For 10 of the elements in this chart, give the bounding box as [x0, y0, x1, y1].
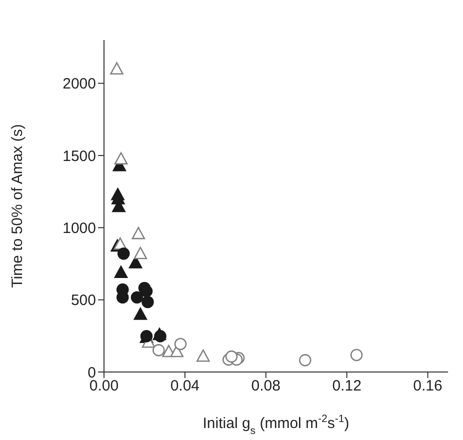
x-axis-title: Initial g$_{s}$ (mmol m$^{-2}$s$^{-1}$) — [202, 413, 350, 437]
x-tick-label: 0.16 — [413, 378, 442, 395]
x-tick-label: 0.04 — [170, 378, 200, 395]
y-tick-label: 2000 — [62, 76, 96, 93]
y-tick-label: 1500 — [62, 148, 96, 165]
x-tick-label: 0.08 — [251, 378, 280, 395]
y-tick-label: 1000 — [62, 220, 96, 237]
y-tick-label: 500 — [70, 292, 96, 310]
x-tick-label: 0.12 — [332, 378, 362, 395]
y-axis-title: Time to 50% of Amax (s) — [9, 124, 26, 288]
